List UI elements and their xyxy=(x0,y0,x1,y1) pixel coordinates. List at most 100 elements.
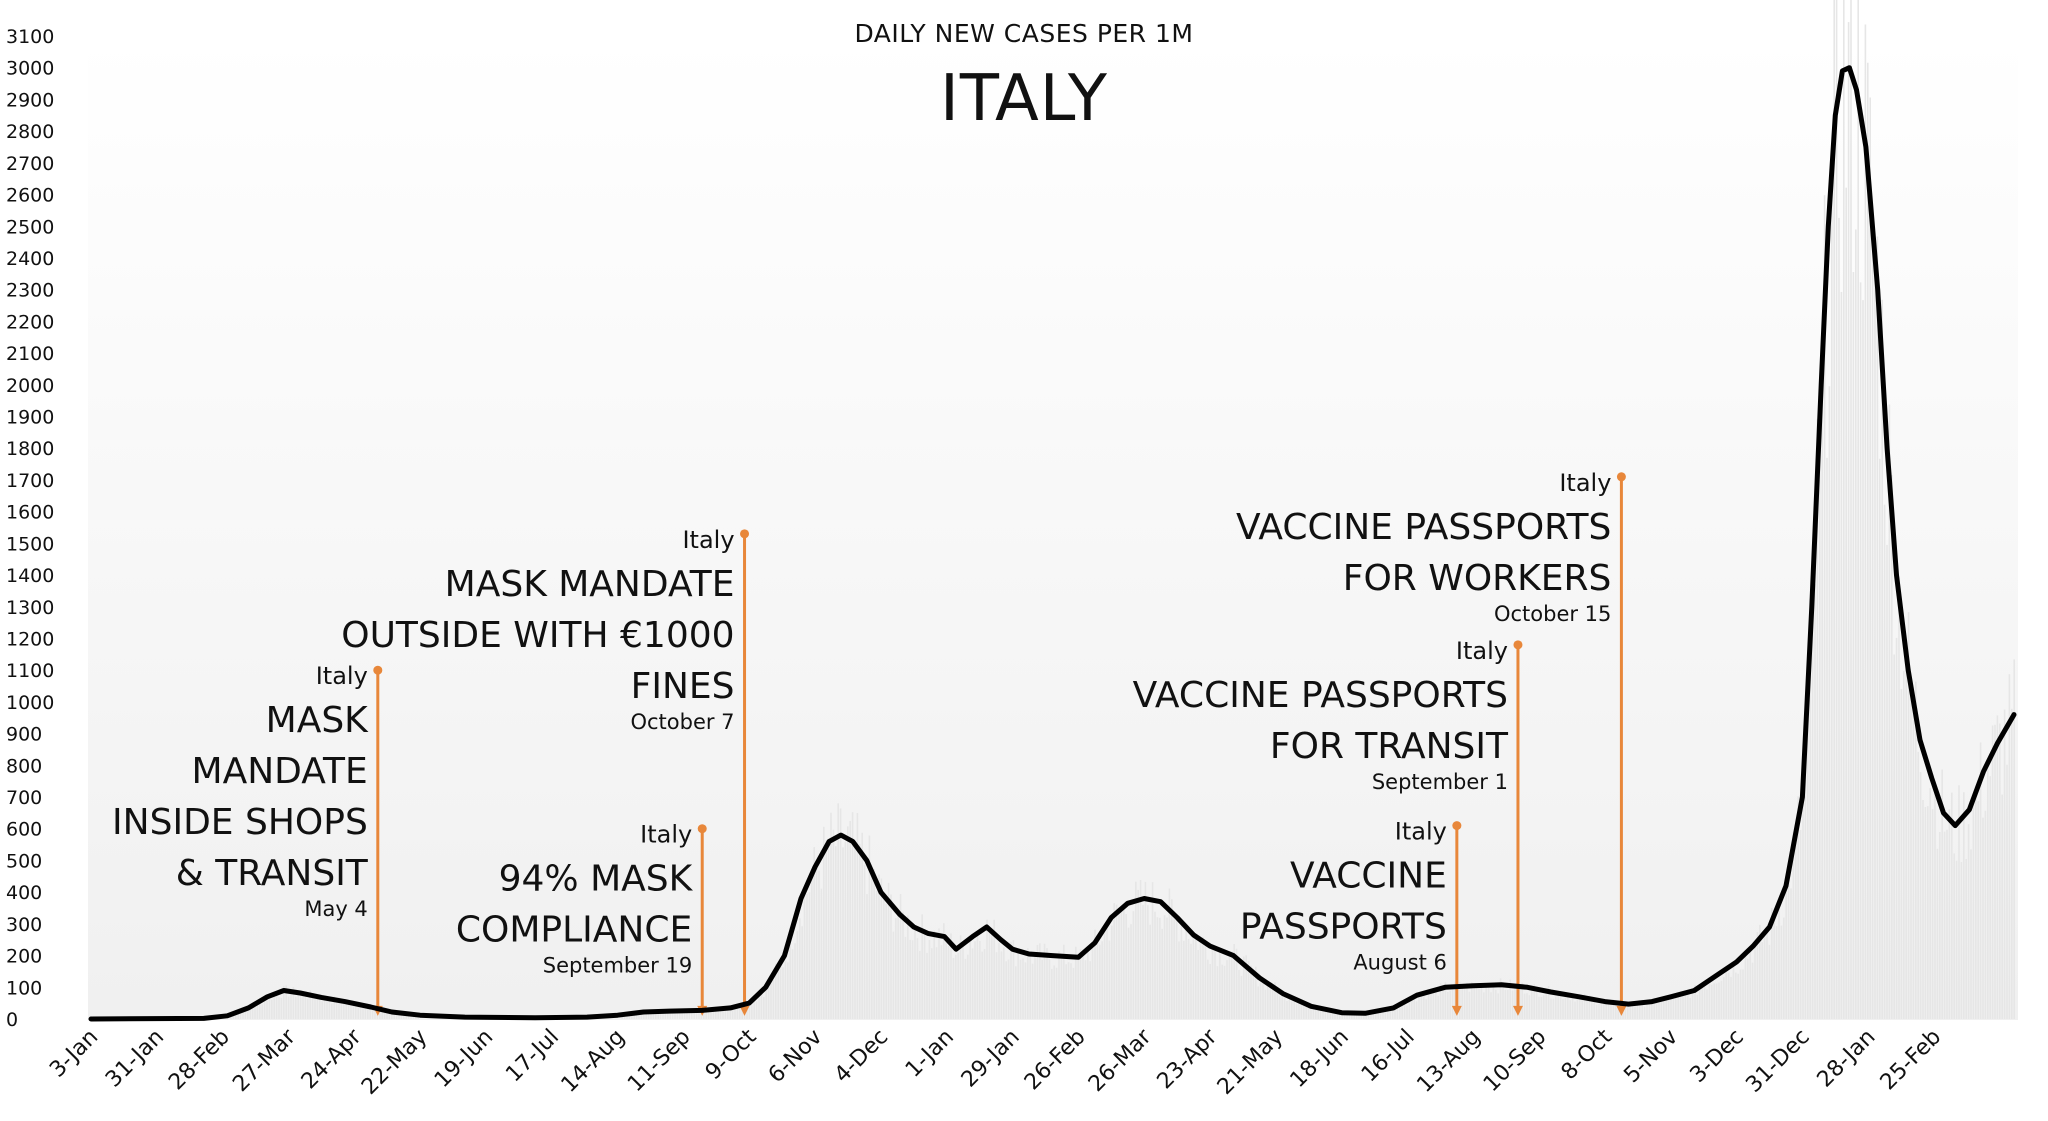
daily-bar xyxy=(1766,927,1768,1019)
daily-bar xyxy=(1955,860,1958,1019)
daily-bar xyxy=(983,949,986,1019)
daily-bar xyxy=(1171,899,1173,1019)
daily-bar xyxy=(278,997,280,1019)
daily-bar xyxy=(679,1011,681,1019)
y-tick-label: 1600 xyxy=(6,502,54,524)
daily-bar xyxy=(393,1013,395,1019)
daily-bar xyxy=(767,985,770,1019)
daily-bar xyxy=(1787,869,1790,1019)
annotation-text: MASK MANDATE xyxy=(445,564,735,605)
daily-bar xyxy=(287,996,290,1019)
daily-bar xyxy=(381,1009,383,1019)
daily-bar xyxy=(1816,418,1819,1019)
daily-bar xyxy=(991,931,993,1019)
daily-bar xyxy=(1331,1011,1334,1019)
y-tick-label: 1900 xyxy=(6,407,54,429)
daily-bar xyxy=(1339,1012,1341,1019)
daily-bar xyxy=(388,1011,391,1019)
daily-bar xyxy=(1459,981,1461,1019)
daily-bar xyxy=(359,1005,362,1019)
annotation-text: FOR TRANSIT xyxy=(1270,726,1509,767)
daily-bar xyxy=(655,1011,657,1019)
daily-bar xyxy=(820,888,823,1019)
daily-bar xyxy=(1420,995,1423,1019)
daily-bar xyxy=(1511,990,1514,1019)
daily-bar xyxy=(1888,404,1891,1019)
daily-bar xyxy=(400,1014,403,1019)
daily-bar xyxy=(1713,983,1715,1019)
daily-bar xyxy=(1204,944,1207,1019)
daily-bar xyxy=(1221,964,1223,1019)
daily-bar xyxy=(1655,998,1658,1019)
daily-bar xyxy=(1504,989,1507,1019)
daily-bar xyxy=(1480,984,1483,1019)
daily-bar xyxy=(1591,998,1593,1019)
daily-bar xyxy=(1540,996,1543,1019)
daily-bar xyxy=(237,1013,239,1019)
daily-bar xyxy=(1197,950,1199,1019)
daily-bar xyxy=(2013,659,2015,1019)
daily-bar xyxy=(1387,1010,1389,1019)
daily-bar xyxy=(1569,1000,1571,1019)
x-tick-label: 25-Feb xyxy=(1876,1025,1947,1096)
daily-bar xyxy=(669,1011,671,1019)
daily-bar xyxy=(1178,941,1180,1019)
daily-bar xyxy=(871,869,873,1019)
x-tick-label: 23-Apr xyxy=(1153,1024,1223,1094)
daily-bar xyxy=(1948,809,1951,1019)
daily-bar xyxy=(1912,702,1915,1019)
daily-bar xyxy=(772,979,775,1019)
daily-bar xyxy=(251,1006,254,1019)
daily-bar xyxy=(969,941,971,1019)
daily-bars xyxy=(230,0,2015,1020)
daily-bar xyxy=(794,943,796,1019)
daily-bar xyxy=(1411,996,1413,1019)
daily-bar xyxy=(1869,97,1871,1020)
daily-bar xyxy=(1147,905,1149,1019)
daily-bar xyxy=(1281,991,1283,1019)
daily-bar xyxy=(1463,988,1466,1019)
daily-bar xyxy=(1067,962,1070,1019)
annotation-date: September 19 xyxy=(543,954,692,978)
annotation-text: PASSPORTS xyxy=(1240,907,1447,948)
daily-bar xyxy=(1019,959,1022,1019)
daily-bar xyxy=(350,1001,352,1019)
daily-bar xyxy=(261,1004,263,1019)
daily-bar xyxy=(1295,1003,1298,1019)
daily-bar xyxy=(1466,982,1468,1019)
daily-bar xyxy=(1675,992,1677,1019)
daily-bar xyxy=(775,963,777,1019)
daily-bar xyxy=(695,1011,698,1019)
daily-bar xyxy=(921,914,923,1019)
daily-bar xyxy=(698,1009,700,1019)
daily-bar xyxy=(1665,998,1667,1019)
daily-bar xyxy=(1497,993,1499,1019)
daily-bar xyxy=(1571,996,1574,1019)
daily-bar xyxy=(1036,944,1039,1019)
daily-bar xyxy=(311,996,314,1019)
daily-bar xyxy=(1156,917,1159,1019)
daily-bar xyxy=(1487,987,1490,1019)
daily-bar xyxy=(1192,935,1195,1019)
daily-bar xyxy=(1187,938,1190,1019)
annotation-marker-dot xyxy=(697,824,707,834)
daily-bar xyxy=(1219,947,1221,1019)
daily-bar xyxy=(1065,964,1067,1019)
daily-bar xyxy=(811,876,813,1019)
daily-bar xyxy=(830,812,832,1019)
daily-bar xyxy=(839,808,842,1019)
daily-bar xyxy=(1514,983,1516,1019)
daily-bar xyxy=(1703,986,1706,1019)
daily-bar xyxy=(335,1002,338,1019)
daily-bar xyxy=(1867,62,1869,1019)
daily-bar xyxy=(1348,1013,1351,1019)
daily-bar xyxy=(885,903,887,1019)
daily-bar xyxy=(1663,997,1665,1019)
y-tick-label: 0 xyxy=(6,1009,18,1031)
daily-bar xyxy=(1840,291,1843,1019)
daily-bar xyxy=(784,960,787,1019)
daily-bar xyxy=(765,984,767,1019)
daily-bar xyxy=(1082,949,1084,1019)
x-tick-label: 5-Nov xyxy=(1619,1025,1683,1089)
